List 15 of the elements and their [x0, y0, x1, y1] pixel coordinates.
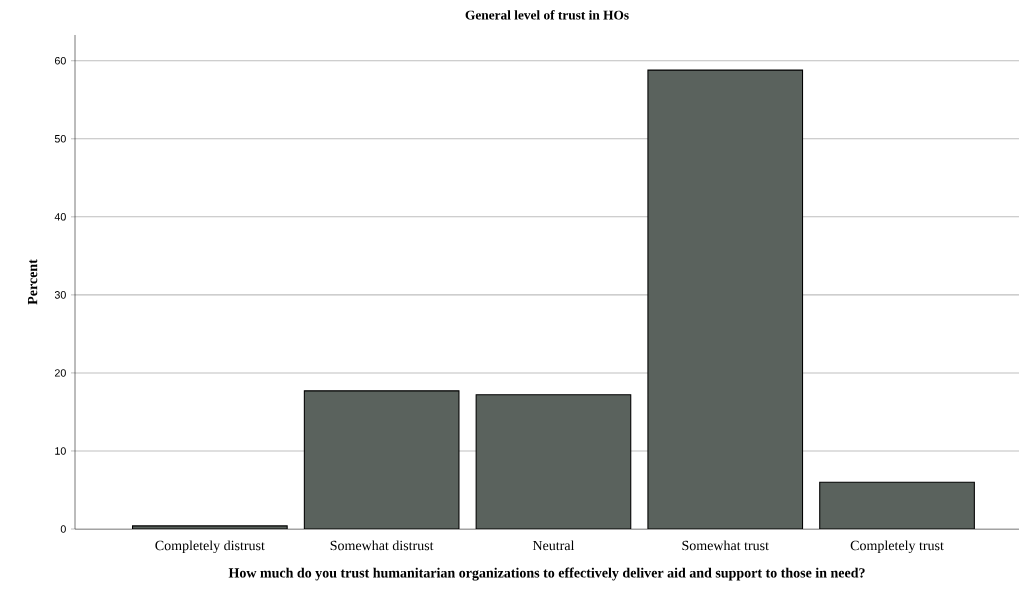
y-tick-label: 50 [54, 135, 66, 143]
x-tick-label: Somewhat trust [682, 540, 769, 551]
y-tick-label: 20 [54, 369, 66, 377]
x-tick-label: Neutral [532, 540, 575, 551]
y-tick-label: 10 [55, 447, 66, 455]
chart-title: General level of trust in HOs [465, 10, 629, 20]
x-tick-label: Completely distrust [155, 540, 265, 554]
y-tick-label: 40 [54, 213, 66, 221]
y-axis-title: Percent [27, 259, 38, 305]
x-tick-label: Somewhat distrust [330, 540, 434, 551]
y-tick-label: 30 [54, 291, 66, 299]
y-tick-label: 0 [60, 525, 66, 533]
y-tick-label: 60 [54, 56, 66, 65]
x-tick-label: Completely trust [850, 540, 944, 554]
x-axis-title: How much do you trust humanitarian organizations to effectively deliver aid and support to those in need? [228, 567, 865, 581]
